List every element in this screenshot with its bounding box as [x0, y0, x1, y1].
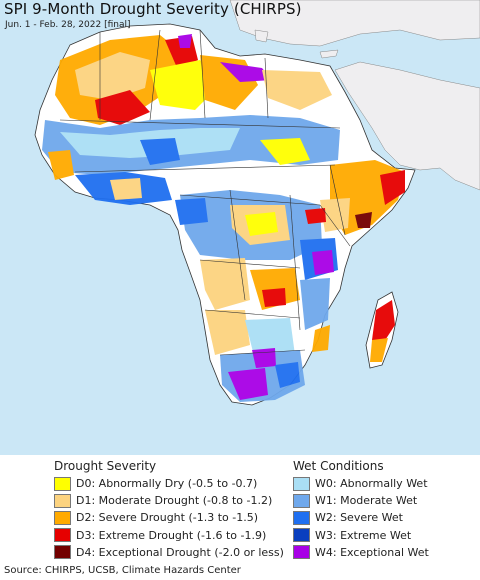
legend-label-w4: W4: Exceptional Wet: [315, 545, 429, 559]
legend-drought: Drought Severity D0: Abnormally Dry (-0.…: [54, 458, 284, 561]
legend-label-w0: W0: Abnormally Wet: [315, 477, 428, 491]
patch-horn-dark: [355, 212, 372, 228]
legend-label-w2: W2: Severe Wet: [315, 511, 403, 525]
patch-southafrica-exceptional-1: [228, 368, 268, 400]
patch-cameroon-wet: [175, 198, 208, 225]
legend-label-d0: D0: Abnormally Dry (-0.5 to -0.7): [76, 477, 258, 491]
patch-egypt-wet: [220, 62, 272, 82]
country-borders: [59, 29, 351, 356]
patch-mozambique-dry: [312, 325, 330, 352]
patch-sudan-dry: [260, 138, 310, 165]
patch-uganda-red: [305, 208, 326, 224]
legend-item-d3: D3: Extreme Drought (-1.6 to -1.9): [54, 527, 284, 544]
patch-mozambique-wet: [300, 278, 330, 330]
swatch-w3: [293, 528, 310, 543]
patch-tanzania-exceptional: [312, 250, 334, 275]
patch-namibia-dry: [205, 310, 250, 355]
map-subtitle: Jun. 1 - Feb. 28, 2022 [final]: [5, 20, 131, 30]
patch-southafrica-exceptional-2: [252, 348, 276, 368]
swatch-w2: [293, 510, 310, 525]
patch-congo-yellow: [245, 212, 278, 236]
legend-item-w2: W2: Severe Wet: [293, 509, 429, 526]
africa-drought-map: [34, 0, 480, 406]
legend-label-d3: D3: Extreme Drought (-1.6 to -1.9): [76, 528, 267, 542]
legend-item-w1: W1: Moderate Wet: [293, 492, 429, 509]
patch-madagascar-red: [372, 300, 395, 345]
legend: Drought Severity D0: Abnormally Dry (-0.…: [0, 458, 480, 564]
legend-item-d0: D0: Abnormally Dry (-0.5 to -0.7): [54, 475, 284, 492]
swatch-d0: [54, 476, 71, 491]
legend-label-d4: D4: Exceptional Drought (-2.0 or less): [76, 545, 284, 559]
patch-angola-dry: [200, 258, 250, 310]
patch-zambia-red: [262, 288, 286, 307]
swatch-d3: [54, 528, 71, 543]
patch-tunisia-wet: [178, 34, 192, 48]
patch-sahel-severe-wet: [140, 138, 180, 165]
legend-wet-heading: Wet Conditions: [293, 459, 384, 473]
swatch-w1: [293, 493, 310, 508]
legend-item-w0: W0: Abnormally Wet: [293, 475, 429, 492]
legend-label-d1: D1: Moderate Drought (-0.8 to -1.2): [76, 494, 273, 508]
patch-sahara-red-1: [95, 90, 150, 125]
swatch-d1: [54, 493, 71, 508]
swatch-w0: [293, 476, 310, 491]
legend-item-d1: D1: Moderate Drought (-0.8 to -1.2): [54, 492, 284, 509]
legend-label-w3: W3: Extreme Wet: [315, 528, 412, 542]
legend-item-d4: D4: Exceptional Drought (-2.0 or less): [54, 544, 284, 561]
patch-sahara-west-dry: [75, 52, 150, 100]
europe-landmass: [229, 0, 480, 47]
legend-item-w4: W4: Exceptional Wet: [293, 544, 429, 561]
patch-madagascar-dry: [370, 338, 388, 362]
legend-item-w3: W3: Extreme Wet: [293, 527, 429, 544]
patch-botswana-wet: [245, 318, 295, 360]
legend-drought-heading: Drought Severity: [54, 459, 157, 473]
legend-item-d2: D2: Severe Drought (-1.3 to -1.5): [54, 509, 284, 526]
patch-egypt-dry: [262, 70, 332, 110]
patch-southafrica-severe: [275, 362, 300, 388]
legend-wet: Wet Conditions W0: Abnormally Wet W1: Mo…: [293, 458, 429, 561]
patch-gulf-guinea-dry: [110, 178, 142, 200]
swatch-d4: [54, 545, 71, 560]
legend-label-d2: D2: Severe Drought (-1.3 to -1.5): [76, 511, 259, 525]
map-panel: SPI 9-Month Drought Severity (CHIRPS) Ju…: [0, 0, 480, 455]
source-credit: Source: CHIRPS, UCSB, Climate Hazards Ce…: [4, 565, 241, 576]
mediterranean-islands: [254, 29, 339, 59]
map-title: SPI 9-Month Drought Severity (CHIRPS): [4, 0, 302, 18]
severity-patches: [42, 34, 405, 402]
swatch-w4: [293, 545, 310, 560]
swatch-d2: [54, 510, 71, 525]
legend-label-w1: W1: Moderate Wet: [315, 494, 418, 508]
arabia-landmass: [334, 61, 480, 191]
patch-somalia-red: [380, 170, 405, 205]
patch-west-coast-dry: [48, 150, 74, 180]
